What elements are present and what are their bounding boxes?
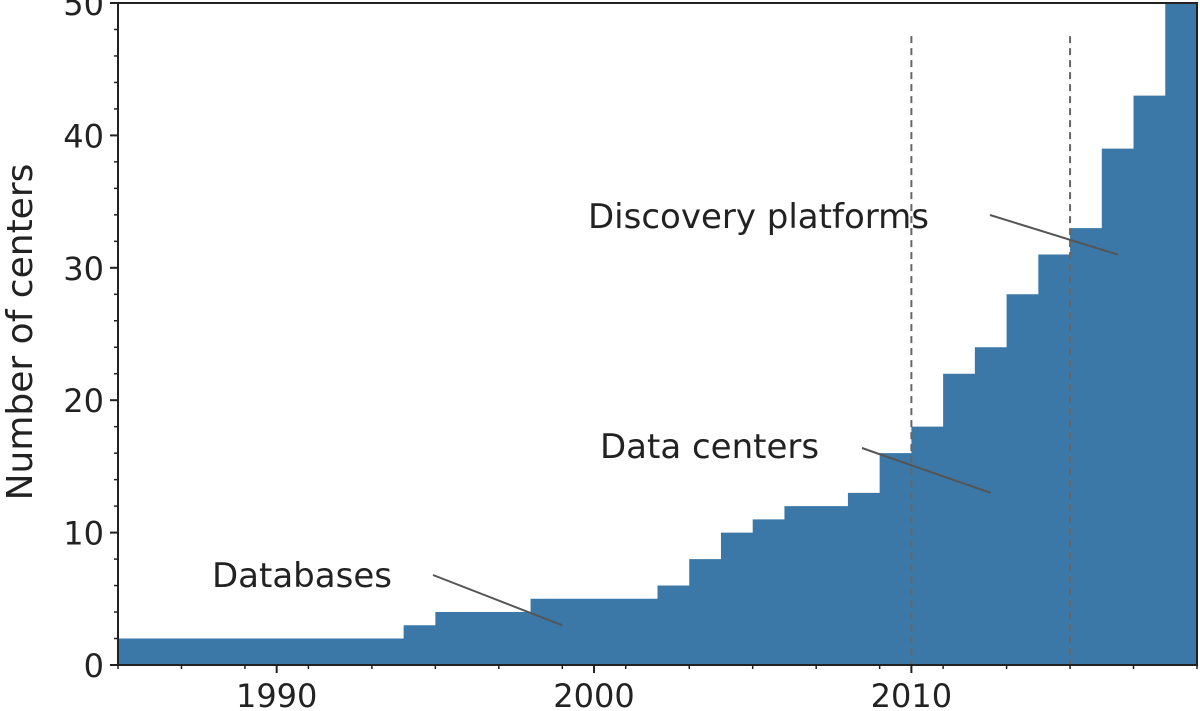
annotation-leader-line bbox=[432, 574, 563, 627]
y-tick-label: 0 bbox=[84, 647, 104, 685]
y-tick-label: 40 bbox=[63, 117, 104, 155]
y-tick-label: 10 bbox=[63, 515, 104, 553]
axes-frame bbox=[117, 2, 1198, 666]
axes: 0 10 20 30 40 50 1990 2000 2010 bbox=[63, 0, 1198, 711]
y-tick-label: 50 bbox=[63, 0, 104, 23]
annotation-label: Discovery platforms bbox=[588, 197, 929, 237]
annotation-leader-line bbox=[861, 447, 992, 494]
y-tick-label: 30 bbox=[63, 250, 104, 288]
y-axis-label: Number of centers bbox=[0, 164, 41, 501]
step-area-series bbox=[118, 3, 1197, 665]
annotation-label: Data centers bbox=[600, 427, 819, 467]
plot-area bbox=[118, 3, 1197, 665]
x-tick-label: 1990 bbox=[236, 677, 317, 711]
x-tick-label: 2000 bbox=[553, 677, 634, 711]
annotation-leader-line bbox=[989, 214, 1118, 256]
annotation-label: Databases bbox=[212, 556, 392, 596]
annotations: Databases Data centers Discovery platforms bbox=[212, 197, 1118, 627]
y-tick-label: 20 bbox=[63, 382, 104, 420]
x-tick-label: 2010 bbox=[871, 677, 952, 711]
